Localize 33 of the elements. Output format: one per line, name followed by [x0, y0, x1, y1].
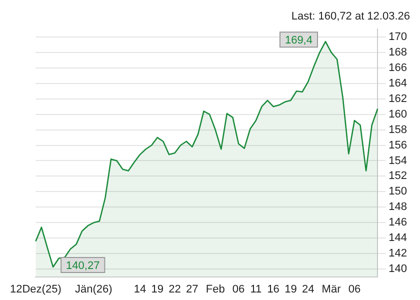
y-tick-label: 156	[388, 139, 408, 152]
data-label: 140,27	[66, 260, 100, 272]
y-tick-label: 170	[388, 30, 408, 43]
y-tick-label: 158	[388, 124, 408, 136]
y-tick-label: 154	[388, 154, 408, 167]
chart-title: Last: 160,72 at 12.03.26	[291, 10, 410, 23]
y-tick-label: 162	[388, 92, 408, 105]
x-tick-label: 19	[284, 283, 297, 296]
x-tick-label: 27	[186, 283, 198, 296]
x-tick-label: 14	[134, 283, 146, 296]
x-tick-label: 19	[151, 283, 164, 296]
data-label: 169,4	[284, 34, 312, 47]
y-tick-label: 140	[388, 263, 408, 276]
x-tick-label: 24	[302, 283, 314, 296]
y-tick-label: 168	[388, 46, 408, 58]
y-tick-label: 166	[388, 62, 408, 74]
y-tick-label: 144	[388, 232, 408, 244]
y-tick-label: 148	[388, 201, 408, 214]
x-tick-label: 11	[250, 283, 262, 296]
y-tick-label: 164	[388, 77, 408, 90]
x-tick-label: 06	[232, 283, 245, 296]
x-tick-label: Mär	[322, 283, 342, 296]
x-tick-label: Jän(26)	[74, 283, 112, 296]
x-tick-label: Feb	[206, 283, 225, 296]
x-tick-label: 06	[348, 283, 361, 296]
y-tick-label: 152	[388, 170, 408, 182]
x-tick-label: 12Dez(25)	[10, 283, 62, 296]
y-tick-label: 150	[388, 186, 408, 198]
y-tick-label: 146	[388, 216, 408, 229]
y-tick-label: 142	[388, 248, 408, 260]
x-tick-label: 16	[267, 283, 280, 296]
y-tick-label: 160	[388, 108, 408, 120]
x-tick-label: 22	[168, 283, 181, 296]
